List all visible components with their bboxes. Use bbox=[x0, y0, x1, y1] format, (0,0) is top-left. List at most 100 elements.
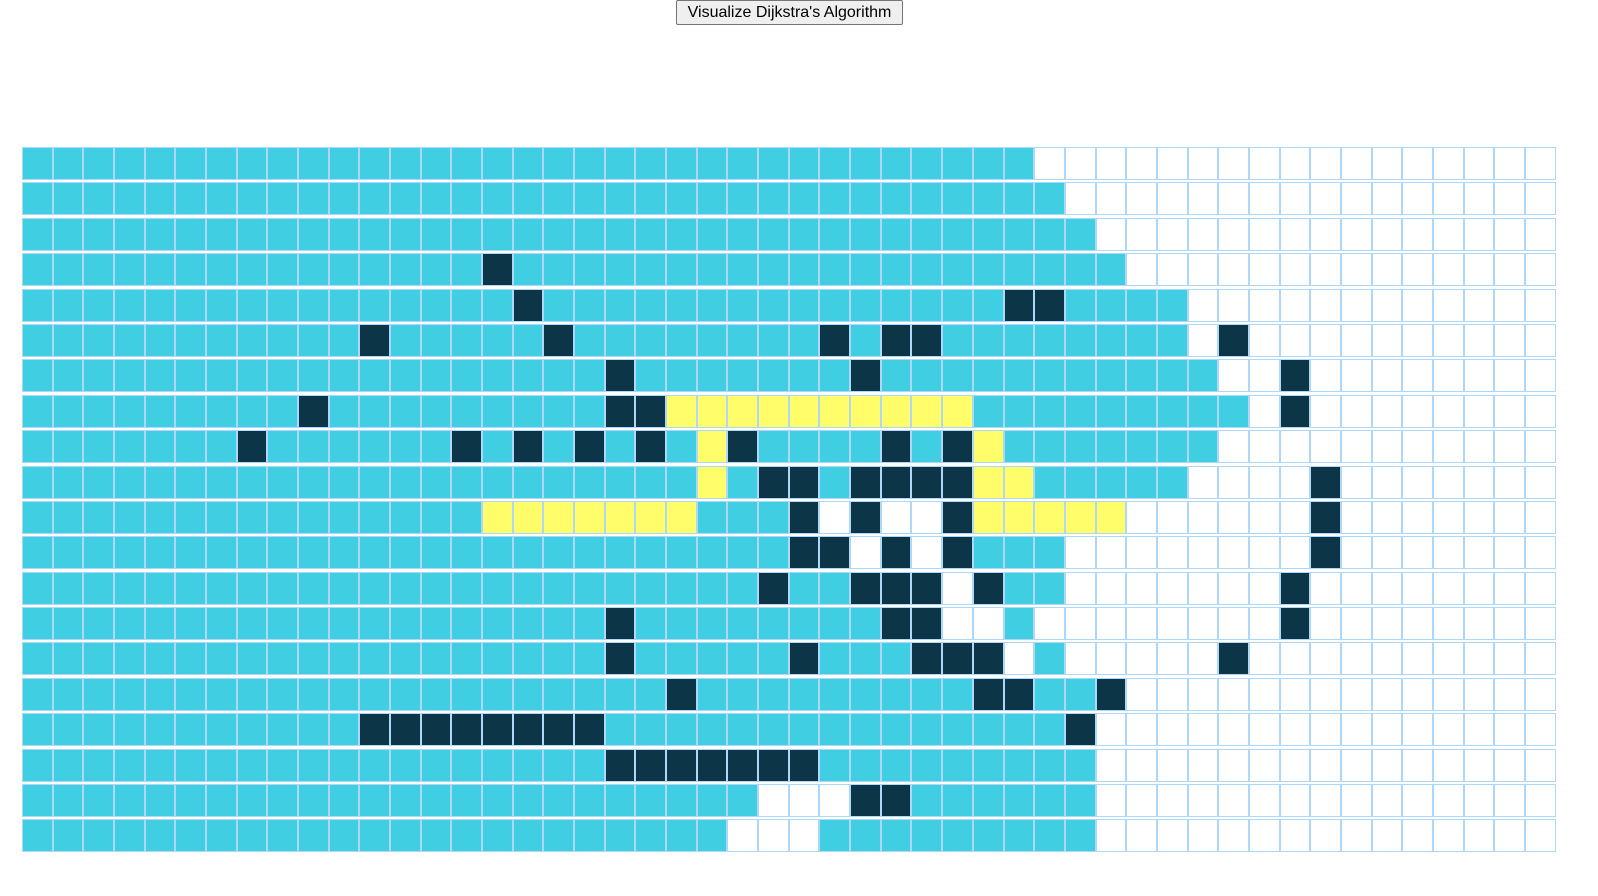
grid-node-unvisited[interactable] bbox=[1340, 571, 1372, 605]
grid-node-visited[interactable] bbox=[1156, 359, 1188, 393]
grid-node-unvisited[interactable] bbox=[1494, 182, 1525, 216]
grid-node-unvisited[interactable] bbox=[1524, 182, 1556, 216]
grid-node-path[interactable] bbox=[972, 465, 1004, 499]
grid-node-unvisited[interactable] bbox=[1187, 182, 1219, 216]
grid-node-visited[interactable] bbox=[114, 430, 145, 464]
grid-node-wall[interactable] bbox=[850, 359, 881, 393]
grid-node-unvisited[interactable] bbox=[1340, 819, 1372, 853]
grid-node-unvisited[interactable] bbox=[1218, 571, 1249, 605]
grid-node-visited[interactable] bbox=[390, 288, 421, 322]
grid-node-unvisited[interactable] bbox=[1432, 465, 1464, 499]
grid-node-unvisited[interactable] bbox=[1248, 607, 1280, 641]
grid-node-visited[interactable] bbox=[758, 607, 789, 641]
grid-node-visited[interactable] bbox=[390, 677, 421, 711]
grid-node-unvisited[interactable] bbox=[1402, 430, 1433, 464]
grid-node-visited[interactable] bbox=[175, 253, 207, 287]
grid-node-unvisited[interactable] bbox=[1126, 571, 1157, 605]
grid-node-visited[interactable] bbox=[727, 217, 759, 251]
grid-node-unvisited[interactable] bbox=[1371, 253, 1403, 287]
grid-node-unvisited[interactable] bbox=[1248, 147, 1280, 180]
grid-node-visited[interactable] bbox=[1034, 819, 1065, 853]
grid-node-visited[interactable] bbox=[482, 147, 513, 180]
grid-node-unvisited[interactable] bbox=[1494, 607, 1525, 641]
grid-node-visited[interactable] bbox=[236, 607, 268, 641]
grid-node-visited[interactable] bbox=[880, 253, 912, 287]
grid-node-visited[interactable] bbox=[420, 536, 452, 570]
grid-node-visited[interactable] bbox=[328, 784, 360, 818]
grid-node-visited[interactable] bbox=[635, 677, 667, 711]
grid-node-visited[interactable] bbox=[972, 359, 1004, 393]
grid-node-wall[interactable] bbox=[758, 571, 789, 605]
grid-node-unvisited[interactable] bbox=[1402, 713, 1433, 747]
grid-node-unvisited[interactable] bbox=[1494, 748, 1525, 782]
grid-node-visited[interactable] bbox=[635, 571, 667, 605]
grid-node-visited[interactable] bbox=[420, 182, 452, 216]
grid-node-visited[interactable] bbox=[328, 713, 360, 747]
grid-node-visited[interactable] bbox=[267, 607, 299, 641]
grid-node-visited[interactable] bbox=[880, 677, 912, 711]
grid-node-visited[interactable] bbox=[359, 147, 391, 180]
grid-node-visited[interactable] bbox=[819, 677, 851, 711]
grid-node-visited[interactable] bbox=[850, 748, 881, 782]
grid-node-visited[interactable] bbox=[206, 394, 237, 428]
grid-node-visited[interactable] bbox=[52, 536, 84, 570]
grid-node-wall[interactable] bbox=[1064, 713, 1096, 747]
grid-node-visited[interactable] bbox=[819, 465, 851, 499]
grid-node-unvisited[interactable] bbox=[1463, 394, 1495, 428]
grid-node-visited[interactable] bbox=[298, 253, 329, 287]
grid-node-visited[interactable] bbox=[727, 571, 759, 605]
grid-node-unvisited[interactable] bbox=[1402, 323, 1433, 357]
grid-node-visited[interactable] bbox=[543, 182, 575, 216]
grid-node-wall[interactable] bbox=[543, 323, 575, 357]
grid-node-visited[interactable] bbox=[236, 571, 268, 605]
grid-node-visited[interactable] bbox=[482, 784, 513, 818]
grid-node-visited[interactable] bbox=[819, 819, 851, 853]
grid-node-unvisited[interactable] bbox=[1432, 217, 1464, 251]
grid-node-visited[interactable] bbox=[1156, 465, 1188, 499]
grid-node-unvisited[interactable] bbox=[1524, 607, 1556, 641]
grid-node-visited[interactable] bbox=[604, 677, 636, 711]
grid-node-wall[interactable] bbox=[482, 253, 513, 287]
grid-node-unvisited[interactable] bbox=[1402, 784, 1433, 818]
grid-node-visited[interactable] bbox=[758, 677, 789, 711]
grid-node-visited[interactable] bbox=[635, 784, 667, 818]
grid-node-visited[interactable] bbox=[175, 607, 207, 641]
grid-node-visited[interactable] bbox=[1034, 182, 1065, 216]
grid-node-visited[interactable] bbox=[144, 500, 176, 534]
grid-node-visited[interactable] bbox=[850, 288, 881, 322]
grid-node-unvisited[interactable] bbox=[1248, 536, 1280, 570]
grid-node-visited[interactable] bbox=[298, 677, 329, 711]
grid-node-visited[interactable] bbox=[512, 182, 544, 216]
grid-node-unvisited[interactable] bbox=[1402, 147, 1433, 180]
grid-node-visited[interactable] bbox=[880, 748, 912, 782]
grid-node-unvisited[interactable] bbox=[1187, 465, 1219, 499]
grid-node-visited[interactable] bbox=[420, 288, 452, 322]
grid-node-visited[interactable] bbox=[727, 253, 759, 287]
grid-node-unvisited[interactable] bbox=[1371, 288, 1403, 322]
grid-node-wall[interactable] bbox=[1218, 323, 1249, 357]
grid-node-visited[interactable] bbox=[696, 642, 728, 676]
grid-node-visited[interactable] bbox=[942, 217, 973, 251]
grid-node-unvisited[interactable] bbox=[1371, 819, 1403, 853]
grid-node-visited[interactable] bbox=[298, 784, 329, 818]
grid-node-wall[interactable] bbox=[819, 323, 851, 357]
grid-node-visited[interactable] bbox=[696, 182, 728, 216]
grid-node-visited[interactable] bbox=[22, 571, 53, 605]
grid-node-visited[interactable] bbox=[604, 217, 636, 251]
grid-node-unvisited[interactable] bbox=[1248, 784, 1280, 818]
grid-node-unvisited[interactable] bbox=[1187, 500, 1219, 534]
grid-node-visited[interactable] bbox=[1003, 253, 1035, 287]
grid-node-wall[interactable] bbox=[604, 748, 636, 782]
grid-node-visited[interactable] bbox=[1095, 359, 1127, 393]
grid-node-visited[interactable] bbox=[482, 536, 513, 570]
grid-node-unvisited[interactable] bbox=[1218, 430, 1249, 464]
grid-node-visited[interactable] bbox=[819, 217, 851, 251]
grid-node-unvisited[interactable] bbox=[1371, 500, 1403, 534]
grid-node-visited[interactable] bbox=[236, 642, 268, 676]
grid-node-visited[interactable] bbox=[1034, 784, 1065, 818]
grid-node-visited[interactable] bbox=[451, 536, 483, 570]
grid-node-unvisited[interactable] bbox=[1524, 536, 1556, 570]
grid-node-unvisited[interactable] bbox=[1248, 217, 1280, 251]
grid-node-visited[interactable] bbox=[144, 536, 176, 570]
grid-node-unvisited[interactable] bbox=[1187, 819, 1219, 853]
